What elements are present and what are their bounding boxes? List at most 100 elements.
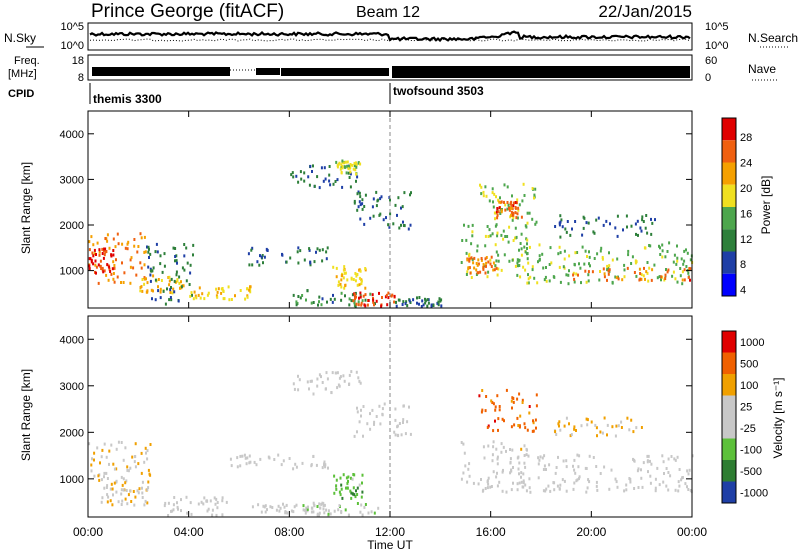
nsky-label: N.Sky	[4, 31, 36, 45]
heatmap-cell	[304, 511, 307, 515]
heatmap-cell	[555, 433, 558, 436]
heatmap-cell	[297, 246, 300, 250]
heatmap-cell	[578, 454, 581, 458]
heatmap-cell	[156, 250, 159, 254]
heatmap-cell	[641, 485, 644, 489]
heatmap-cell	[573, 425, 576, 429]
heatmap-cell	[527, 281, 530, 285]
heatmap-cell	[329, 512, 332, 516]
heatmap-cell	[672, 270, 675, 274]
heatmap-cell	[406, 420, 409, 424]
heatmap-cell	[514, 206, 517, 209]
heatmap-cell	[501, 489, 504, 493]
y-tick-label: 3000	[60, 174, 84, 186]
heatmap-cell	[206, 293, 209, 297]
heatmap-cell	[168, 279, 171, 283]
heatmap-cell	[139, 261, 142, 265]
heatmap-cell	[616, 257, 619, 261]
heatmap-cell	[234, 294, 236, 298]
heatmap-cell	[603, 275, 606, 279]
heatmap-cell	[671, 274, 674, 278]
heatmap-cell	[215, 287, 218, 291]
heatmap-cell	[108, 462, 110, 466]
heatmap-cell	[475, 273, 478, 276]
heatmap-cell	[646, 271, 649, 275]
heatmap-cell	[516, 273, 519, 277]
heatmap-cell	[178, 275, 181, 279]
heatmap-cell	[518, 258, 521, 262]
heatmap-cell	[185, 495, 188, 499]
heatmap-cell	[495, 266, 498, 270]
heatmap-cell	[369, 292, 372, 296]
heatmap-cell	[467, 266, 470, 270]
heatmap-cell	[643, 246, 646, 250]
heatmap-cell	[614, 226, 617, 230]
heatmap-cell	[92, 262, 95, 266]
heatmap-cell	[518, 264, 521, 267]
heatmap-cell	[585, 490, 588, 494]
heatmap-cell	[320, 375, 322, 379]
heatmap-cell	[114, 245, 117, 249]
heatmap-cell	[310, 301, 313, 305]
heatmap-cell	[284, 511, 287, 515]
heatmap-cell	[97, 474, 100, 478]
heatmap-cell	[498, 480, 501, 484]
heatmap-cell	[492, 429, 495, 433]
heatmap-cell	[392, 222, 395, 226]
heatmap-cell	[129, 466, 132, 470]
heatmap-cell	[356, 493, 359, 496]
heatmap-cell	[404, 432, 407, 436]
heatmap-cell	[503, 253, 506, 257]
heatmap-cell	[251, 263, 254, 267]
heatmap-cell	[498, 408, 501, 412]
heatmap-cell	[492, 470, 495, 474]
colorbar-segment	[722, 118, 736, 141]
heatmap-cell	[312, 510, 315, 514]
heatmap-cell	[460, 261, 463, 264]
heatmap-cell	[688, 468, 691, 472]
heatmap-cell	[360, 279, 363, 283]
heatmap-cell	[559, 251, 562, 255]
heatmap-cell	[520, 215, 523, 219]
heatmap-cell	[312, 301, 315, 304]
heatmap-cell	[565, 459, 568, 463]
heatmap-cell	[146, 449, 149, 453]
heatmap-cell	[176, 279, 179, 283]
heatmap-cell	[598, 278, 601, 282]
heatmap-cell	[635, 274, 638, 278]
heatmap-cell	[490, 255, 493, 259]
heatmap-cell	[552, 275, 555, 279]
heatmap-cell	[394, 418, 397, 422]
heatmap-cell	[647, 279, 650, 283]
heatmap-cell	[341, 159, 344, 163]
heatmap-cell	[563, 257, 566, 261]
heatmap-cell	[109, 270, 112, 273]
heatmap-cell	[486, 225, 489, 228]
heatmap-cell	[571, 227, 573, 231]
heatmap-cell	[336, 371, 339, 375]
heatmap-cell	[676, 259, 679, 263]
heatmap-cell	[403, 191, 406, 195]
heatmap-cell	[216, 506, 219, 510]
heatmap-cell	[586, 486, 589, 490]
heatmap-cell	[359, 195, 362, 199]
heatmap-cell	[568, 422, 570, 426]
heatmap-cell	[331, 300, 334, 304]
heatmap-cell	[159, 296, 162, 300]
heatmap-cell	[536, 281, 539, 285]
heatmap-cell	[522, 479, 525, 483]
heatmap-cell	[526, 242, 528, 246]
heatmap-cell	[100, 478, 103, 482]
heatmap-cell	[150, 288, 153, 292]
heatmap-cell	[568, 269, 570, 273]
heatmap-cell	[517, 467, 520, 471]
heatmap-cell	[259, 457, 262, 461]
heatmap-cell	[353, 164, 356, 168]
heatmap-cell	[531, 187, 534, 190]
heatmap-cell	[542, 468, 545, 471]
heatmap-cell	[665, 268, 667, 271]
heatmap-cell	[395, 300, 397, 304]
heatmap-cell	[649, 459, 651, 463]
heatmap-cell	[395, 304, 398, 308]
heatmap-cell	[349, 489, 352, 493]
